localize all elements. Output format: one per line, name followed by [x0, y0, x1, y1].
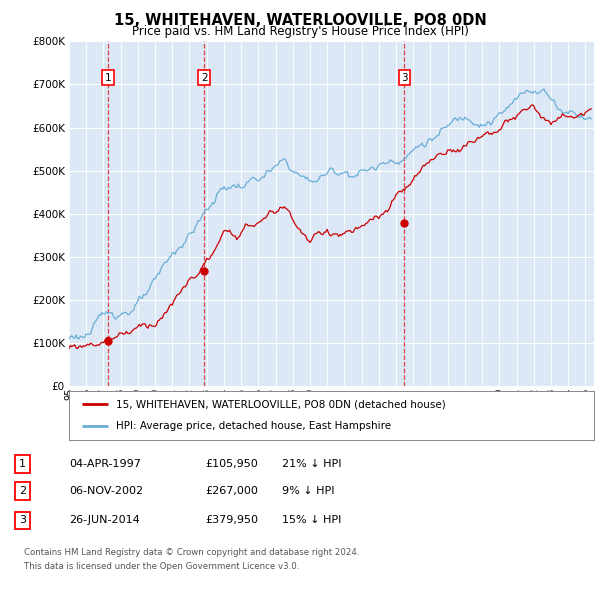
- Text: 15% ↓ HPI: 15% ↓ HPI: [282, 516, 341, 526]
- Text: 15, WHITEHAVEN, WATERLOOVILLE, PO8 0DN: 15, WHITEHAVEN, WATERLOOVILLE, PO8 0DN: [113, 13, 487, 28]
- Text: 3: 3: [19, 516, 26, 526]
- Text: £267,000: £267,000: [205, 486, 258, 496]
- Text: Price paid vs. HM Land Registry's House Price Index (HPI): Price paid vs. HM Land Registry's House …: [131, 25, 469, 38]
- Text: 1: 1: [104, 73, 111, 83]
- Text: 26-JUN-2014: 26-JUN-2014: [69, 516, 140, 526]
- Text: 2: 2: [19, 486, 26, 496]
- Text: 15, WHITEHAVEN, WATERLOOVILLE, PO8 0DN (detached house): 15, WHITEHAVEN, WATERLOOVILLE, PO8 0DN (…: [116, 399, 446, 409]
- Text: 04-APR-1997: 04-APR-1997: [69, 459, 141, 468]
- Text: 3: 3: [401, 73, 408, 83]
- Text: Contains HM Land Registry data © Crown copyright and database right 2024.: Contains HM Land Registry data © Crown c…: [24, 548, 359, 556]
- Text: £379,950: £379,950: [205, 516, 258, 526]
- Text: 9% ↓ HPI: 9% ↓ HPI: [282, 486, 335, 496]
- Text: This data is licensed under the Open Government Licence v3.0.: This data is licensed under the Open Gov…: [24, 562, 299, 571]
- Text: 1: 1: [19, 459, 26, 468]
- Text: 2: 2: [201, 73, 208, 83]
- Text: HPI: Average price, detached house, East Hampshire: HPI: Average price, detached house, East…: [116, 421, 391, 431]
- Text: £105,950: £105,950: [205, 459, 258, 468]
- Text: 06-NOV-2002: 06-NOV-2002: [69, 486, 143, 496]
- Text: 21% ↓ HPI: 21% ↓ HPI: [282, 459, 341, 468]
